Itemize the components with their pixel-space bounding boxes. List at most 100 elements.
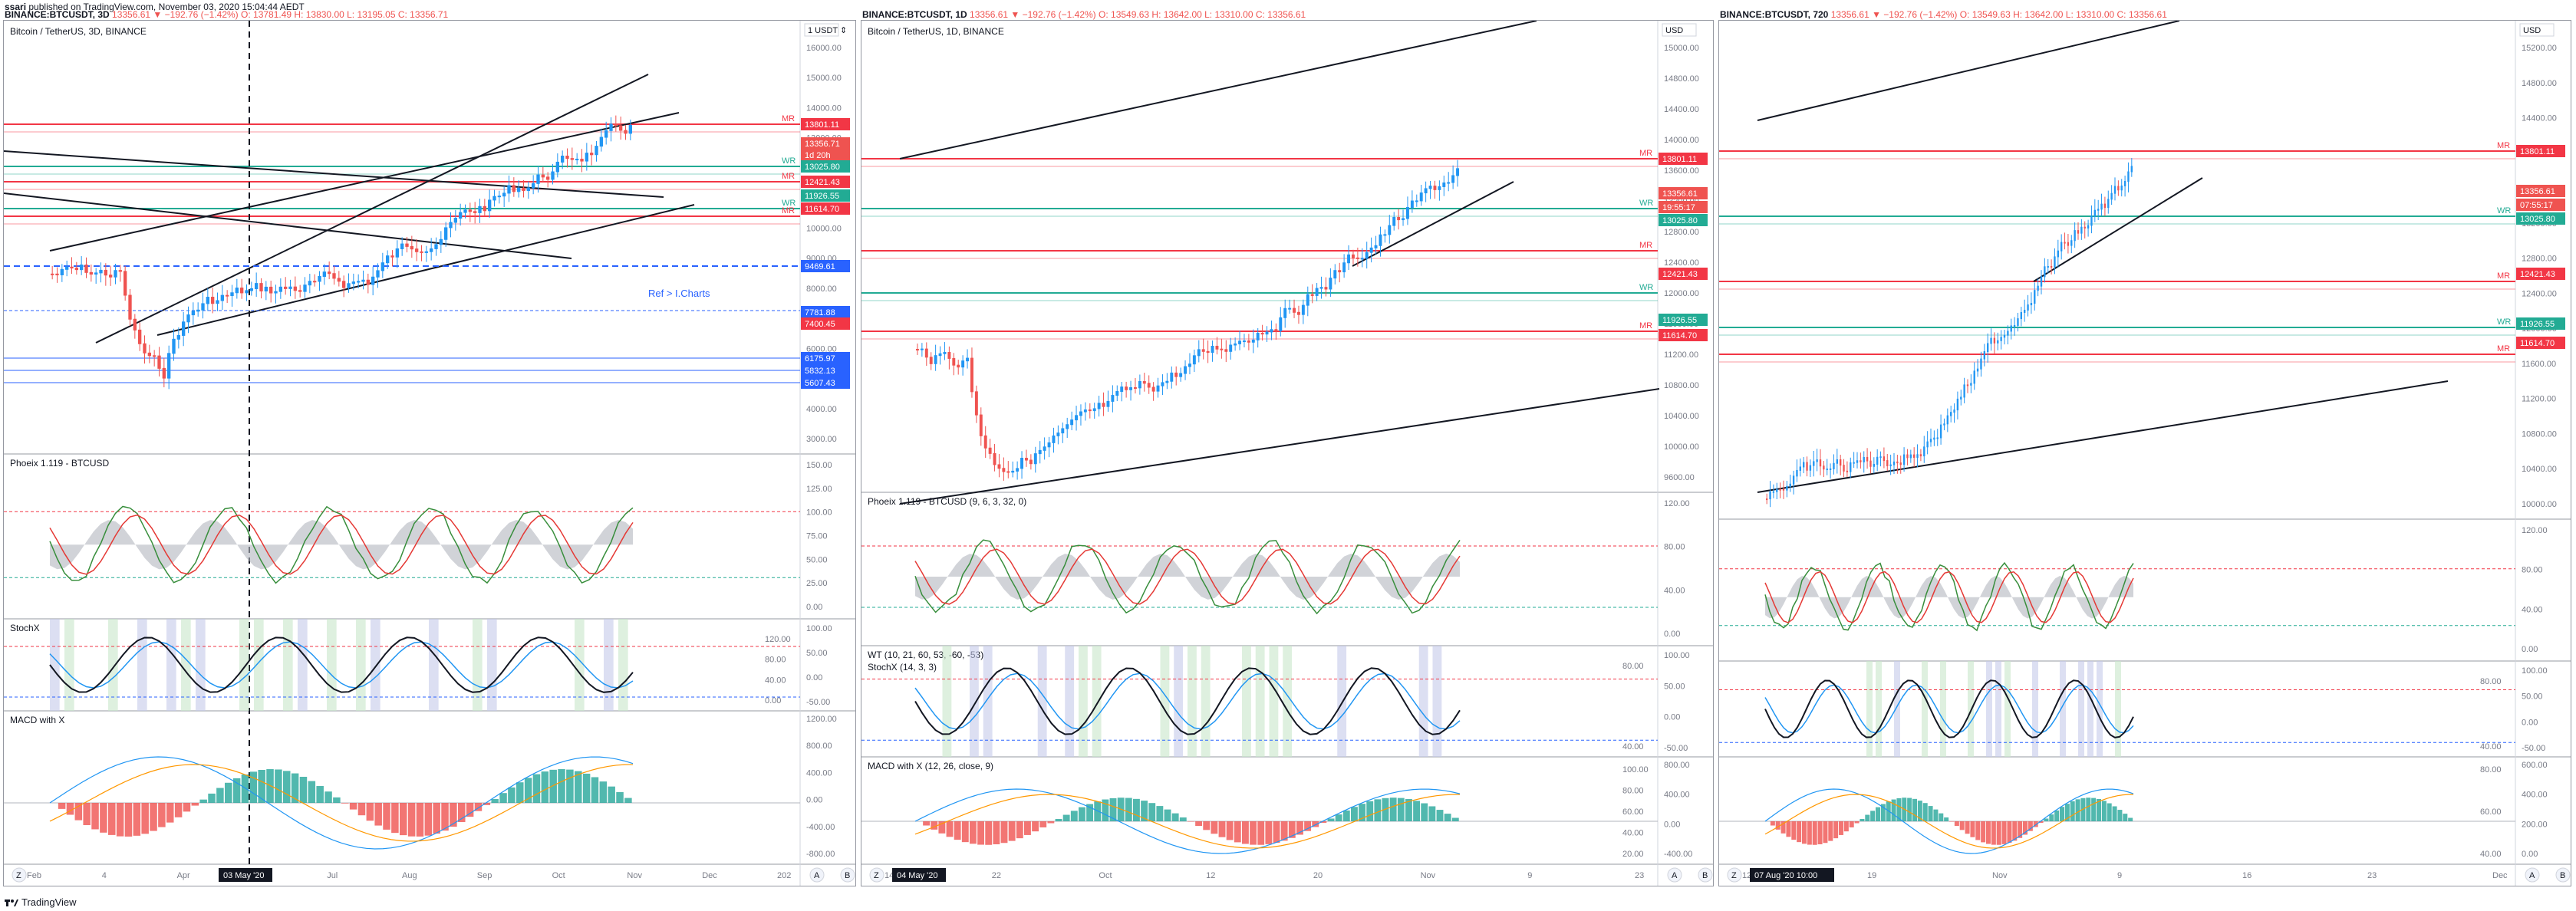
price-tag[interactable]: 19:55:17 xyxy=(1659,201,1708,213)
oscillator-pane-2[interactable]: WT (10, 21, 60, 53, -60, -53) StochX (14,… xyxy=(861,646,1690,757)
price-tag[interactable]: 13356.61 xyxy=(1659,187,1708,199)
svg-text:6175.97: 6175.97 xyxy=(805,354,835,363)
svg-text:20.00: 20.00 xyxy=(1622,850,1644,859)
currency-label[interactable]: USD xyxy=(2519,23,2555,37)
price-tag[interactable]: 5607.43 xyxy=(801,377,850,389)
svg-text:-50.00: -50.00 xyxy=(2522,744,2545,753)
price-tag[interactable]: 13025.80 xyxy=(2516,212,2565,225)
symbol-label[interactable]: BINANCE:BTCUSDT, 720 xyxy=(1720,9,1831,20)
price-tag[interactable]: 13801.11 xyxy=(801,118,850,130)
time-axis-label: Jul xyxy=(327,871,338,880)
trendlines[interactable] xyxy=(1757,21,2449,493)
chart-panel-1[interactable]: 1 USDT ⇕ Bitcoin / TetherUS, 3D, BINANCE 1… xyxy=(3,20,856,886)
price-tag[interactable]: 12421.43 xyxy=(801,176,850,188)
price-tag[interactable]: 1d 20h xyxy=(801,149,850,161)
chart-panel-2[interactable]: USD Bitcoin / TetherUS, 1D, BINANCE 15000.… xyxy=(861,20,1714,886)
publisher-name[interactable]: ssari xyxy=(5,2,27,12)
time-axis[interactable]: Feb4AprJunJulAugSepOctNovDec202 xyxy=(27,871,791,880)
price-tag[interactable]: 13356.71 xyxy=(801,137,850,150)
macd-pane[interactable]: MACD with X (12, 26, close, 9) 800.00 400.… xyxy=(861,761,1692,859)
pane-button-b[interactable]: B xyxy=(2555,867,2571,883)
time-axis-label: 4 xyxy=(102,871,107,880)
macd-pane[interactable]: MACD with X 1200.00 800.00 400.00 0.00 -400.0… xyxy=(4,715,837,859)
chart-canvas[interactable]: USD Bitcoin / TetherUS, 1D, BINANCE 15000.… xyxy=(861,21,1713,886)
footer-brand[interactable]: TradingView xyxy=(5,896,77,908)
price-tag[interactable]: 13025.80 xyxy=(801,160,850,173)
pane-button-z[interactable]: Z xyxy=(869,867,884,883)
price-tag[interactable]: 07:55:17 xyxy=(2516,199,2565,211)
svg-text:13025.80: 13025.80 xyxy=(1662,216,1698,225)
time-axis-label: 14 xyxy=(884,871,894,880)
pane-button-a[interactable]: A xyxy=(809,867,825,883)
annotation-text[interactable]: Ref > I.Charts xyxy=(648,288,710,299)
time-axis-label: 12 xyxy=(1742,871,1751,880)
svg-text:MACD with X (12, 26, close, 9): MACD with X (12, 26, close, 9) xyxy=(868,761,993,771)
currency-label[interactable]: 1 USDT ⇕ xyxy=(804,23,847,37)
oscillator-pane-2[interactable]: StochX 100.00 50.00 0.00 -50.00 120.00 80.00 40… xyxy=(4,619,832,711)
candlestick-series[interactable] xyxy=(916,160,1459,481)
svg-text:80.00: 80.00 xyxy=(1622,662,1644,671)
pane-button-z[interactable]: Z xyxy=(12,867,27,883)
price-tag[interactable]: 12421.43 xyxy=(1659,268,1708,280)
oscillator-pane-1[interactable]: Phoeix 1.119 - BTCUSD (9, 6, 3, 32, 0) 12… xyxy=(861,496,1690,639)
price-tag[interactable]: 9469.61 xyxy=(801,260,850,272)
price-tag[interactable]: 7400.45 xyxy=(801,317,850,330)
price-tag[interactable]: 13801.11 xyxy=(1659,153,1708,165)
price-tag[interactable]: 11614.70 xyxy=(2516,337,2565,349)
pane-button-a[interactable]: A xyxy=(2525,867,2540,883)
pane-button-z[interactable]: Z xyxy=(1727,867,1742,883)
price-tag[interactable]: 12421.43 xyxy=(2516,268,2565,280)
price-tag[interactable]: 6175.97 xyxy=(801,352,850,364)
price-tag[interactable]: 11614.70 xyxy=(801,202,850,215)
price-tag[interactable]: 13025.80 xyxy=(1659,214,1708,226)
svg-text:125.00: 125.00 xyxy=(806,485,832,494)
ohlc-values: 13356.61 ▼ −192.76 (−1.42%) O: 13781.49 … xyxy=(112,9,449,20)
main-series-label: Bitcoin / TetherUS, 3D, BINANCE xyxy=(10,26,147,37)
time-axis-label: 12 xyxy=(1206,871,1215,880)
price-tag[interactable]: 11926.55 xyxy=(801,189,850,202)
chart-canvas[interactable]: USD15200.0014800.0014400.0014000.0013600… xyxy=(1719,21,2571,886)
time-axis[interactable]: 12 19 Nov 9 16 23 Dec xyxy=(1742,871,2508,880)
trendlines[interactable] xyxy=(899,21,1660,505)
time-axis-label: 23 xyxy=(1635,871,1644,880)
trendlines[interactable] xyxy=(4,74,800,383)
oscillator-pane-2[interactable]: 100.00 50.00 0.00 -50.00 80.00 40.00 xyxy=(1719,661,2548,757)
price-axis-label: 10800.00 xyxy=(1664,381,1699,390)
svg-text:A: A xyxy=(2529,871,2535,880)
symbol-label[interactable]: BINANCE:BTCUSDT, 1D xyxy=(862,9,970,20)
price-tag[interactable]: 13356.61 xyxy=(2516,185,2565,197)
svg-text:19:55:17: 19:55:17 xyxy=(1662,203,1695,212)
price-tag[interactable]: 5832.13 xyxy=(801,364,850,377)
pane-button-b[interactable]: B xyxy=(840,867,855,883)
oscillator-pane-1[interactable]: Phoeix 1.119 - BTCUSD 150.00 125.00 100.00 7… xyxy=(4,458,832,612)
time-axis-label: 16 xyxy=(2242,871,2252,880)
oscillator-pane-1[interactable]: 120.00 80.00 40.00 0.00 xyxy=(1719,526,2548,654)
zone-label: MR xyxy=(782,172,795,181)
svg-text:04 May '20: 04 May '20 xyxy=(897,871,937,880)
pane-button-a[interactable]: A xyxy=(1667,867,1682,883)
panel-symbol-header: BINANCE:BTCUSDT, 1D 13356.61 ▼ −192.76 (… xyxy=(862,9,1306,20)
svg-text:11926.55: 11926.55 xyxy=(2520,320,2555,329)
price-tag[interactable]: 11926.55 xyxy=(1659,314,1708,326)
price-tag[interactable]: 13801.11 xyxy=(2516,145,2565,157)
svg-text:0.00: 0.00 xyxy=(1664,713,1680,722)
macd-pane[interactable]: 600.00 400.00 200.00 0.00 80.00 60.00 40.00 xyxy=(1719,761,2548,859)
svg-text:80.00: 80.00 xyxy=(765,656,786,665)
svg-text:40.00: 40.00 xyxy=(1622,829,1644,838)
chart-canvas[interactable]: 1 USDT ⇕ Bitcoin / TetherUS, 3D, BINANCE 1… xyxy=(4,21,855,886)
candlestick-series[interactable] xyxy=(51,115,632,390)
currency-label[interactable]: USD xyxy=(1662,23,1697,37)
price-tag[interactable]: 7781.88 xyxy=(801,306,850,318)
price-tag[interactable]: 11926.55 xyxy=(2516,317,2565,330)
chart-panel-3[interactable]: USD15200.0014800.0014400.0014000.0013600… xyxy=(1718,20,2571,886)
svg-text:07:55:17: 07:55:17 xyxy=(2520,201,2553,210)
price-axis-label: 8000.00 xyxy=(806,284,837,294)
price-tag[interactable]: 11614.70 xyxy=(1659,329,1708,341)
candlestick-series[interactable] xyxy=(1766,158,2133,508)
symbol-label[interactable]: BINANCE:BTCUSDT, 3D xyxy=(5,9,113,20)
time-axis[interactable]: 14 22 Oct 12 20 Nov 9 23 xyxy=(884,871,1644,880)
price-axis-label: 10400.00 xyxy=(2522,465,2557,474)
zone-label: WR xyxy=(1639,283,1653,292)
zone-label: MR xyxy=(1639,241,1652,250)
pane-button-b[interactable]: B xyxy=(1698,867,1713,883)
